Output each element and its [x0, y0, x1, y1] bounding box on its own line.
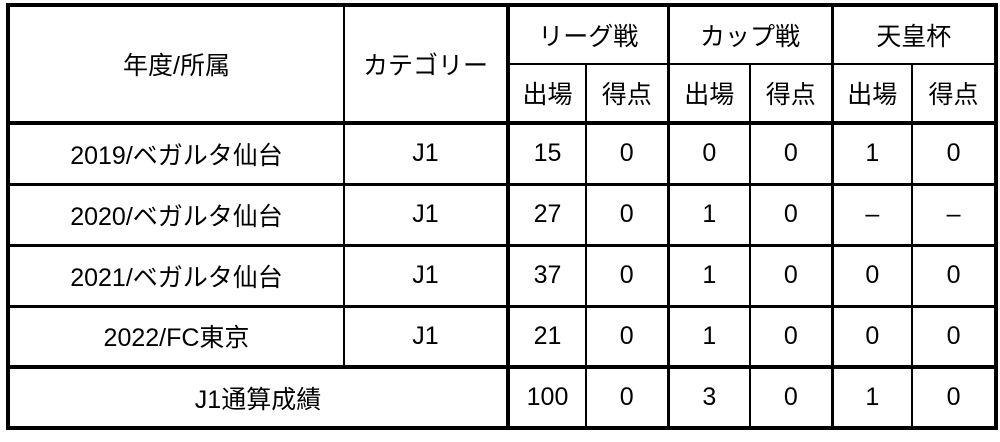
- stat-cell: 0: [584, 243, 670, 307]
- subheader-league-goals: 得点: [584, 63, 670, 125]
- header-year-club: 年度/所属: [7, 4, 345, 125]
- subheader-emperors-apps: 出場: [830, 63, 914, 125]
- stat-cell: 0: [584, 182, 670, 246]
- stat-cell: 0: [830, 304, 914, 368]
- subheader-league-apps: 出場: [507, 63, 587, 125]
- category-cell: J1: [343, 182, 510, 246]
- stat-cell: 100: [507, 365, 587, 429]
- stat-cell: 15: [507, 122, 587, 185]
- stat-cell: 1: [666, 304, 752, 368]
- stat-cell: 0: [911, 122, 998, 185]
- header-group-cup: カップ戦: [666, 4, 834, 65]
- stat-cell: 0: [749, 243, 834, 307]
- season-cell: 2019/ベガルタ仙台: [7, 122, 345, 185]
- stat-cell: 3: [666, 365, 752, 429]
- stat-cell: 21: [507, 304, 587, 368]
- stat-cell: –: [830, 182, 914, 246]
- stat-cell: 0: [584, 122, 670, 185]
- stat-cell: 0: [830, 243, 914, 307]
- table-row: 2020/ベガルタ仙台 J1 27 0 1 0 – –: [7, 182, 998, 246]
- season-cell: 2020/ベガルタ仙台: [7, 182, 345, 246]
- header-category: カテゴリー: [343, 4, 510, 125]
- stat-cell: 27: [507, 182, 587, 246]
- stat-cell: 0: [584, 304, 670, 368]
- stat-cell: 0: [666, 122, 752, 185]
- stat-cell: 1: [666, 243, 752, 307]
- table-row: 2021/ベガルタ仙台 J1 37 0 1 0 0 0: [7, 243, 998, 307]
- stat-cell: 0: [911, 243, 998, 307]
- stat-cell: 0: [749, 182, 834, 246]
- stat-cell: 0: [584, 365, 670, 429]
- stat-cell: 0: [911, 365, 998, 429]
- stat-cell: 37: [507, 243, 587, 307]
- table-row: 2022/FC東京 J1 21 0 1 0 0 0: [7, 304, 998, 368]
- table-row: 2019/ベガルタ仙台 J1 15 0 0 0 1 0: [7, 122, 998, 185]
- subheader-cup-apps: 出場: [666, 63, 752, 125]
- subheader-emperors-goals: 得点: [911, 63, 998, 125]
- header-group-league: リーグ戦: [506, 4, 670, 65]
- career-stats-table: 年度/所属 カテゴリー リーグ戦 カップ戦 天皇杯 出場 得点 出場 得点 出場…: [6, 3, 999, 430]
- total-label-cell: J1通算成績: [7, 365, 510, 429]
- footer-row: J1通算成績 100 0 3 0 1 0: [7, 365, 998, 429]
- season-cell: 2022/FC東京: [7, 304, 345, 368]
- season-cell: 2021/ベガルタ仙台: [7, 243, 345, 307]
- category-cell: J1: [343, 243, 510, 307]
- stat-cell: –: [911, 182, 998, 246]
- stat-cell: 0: [749, 122, 834, 185]
- stat-cell: 1: [830, 365, 914, 429]
- stat-cell: 0: [749, 304, 834, 368]
- category-cell: J1: [343, 304, 510, 368]
- category-cell: J1: [343, 122, 510, 185]
- header-row-sub: 出場 得点 出場 得点 出場 得点: [8, 63, 998, 125]
- header-row-groups: 年度/所属 カテゴリー リーグ戦 カップ戦 天皇杯: [7, 4, 998, 125]
- stat-cell: 1: [830, 122, 914, 185]
- subheader-cup-goals: 得点: [749, 63, 834, 125]
- header-group-emperors-cup: 天皇杯: [830, 4, 998, 65]
- stat-cell: 0: [749, 365, 834, 429]
- stat-cell: 0: [911, 304, 998, 368]
- stat-cell: 1: [666, 182, 752, 246]
